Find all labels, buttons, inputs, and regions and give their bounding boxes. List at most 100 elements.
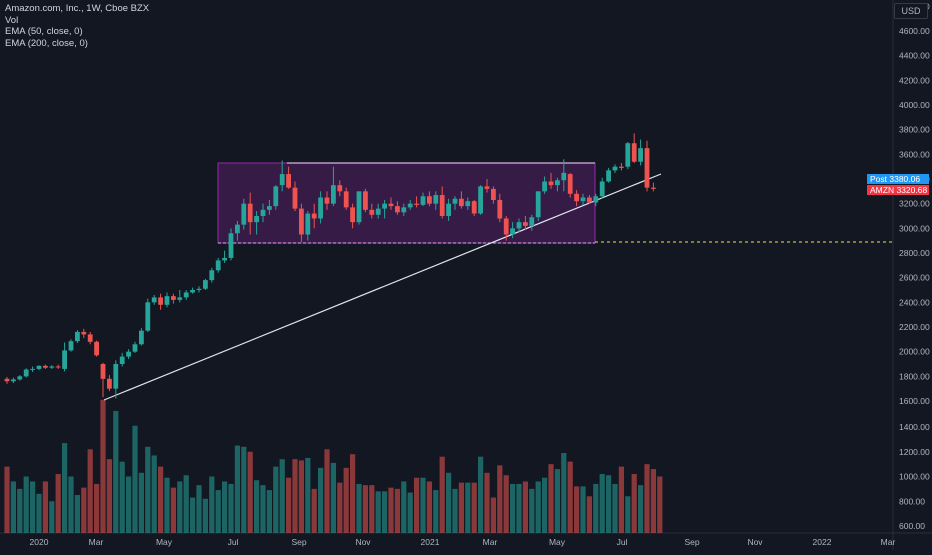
candle-body	[100, 364, 106, 379]
candle-body	[11, 379, 16, 382]
candle-body	[145, 302, 151, 331]
price-tick-label: 3800.00	[899, 125, 930, 135]
volume-bar	[644, 464, 650, 533]
candle-body	[311, 213, 317, 219]
volume-bar	[260, 485, 266, 533]
indicator-ema-200[interactable]: EMA (200, close, 0)	[5, 37, 88, 49]
volume-bar	[49, 501, 55, 533]
volume-bar	[375, 491, 381, 533]
candle-body	[23, 369, 29, 377]
candle-body	[68, 341, 74, 351]
volume-bar	[650, 469, 656, 533]
price-tick-label: 4200.00	[899, 75, 930, 85]
volume-bar	[190, 497, 196, 533]
time-tick-label: May	[156, 537, 173, 547]
candle-body	[43, 365, 48, 368]
volume-bar	[337, 482, 343, 533]
price-tick-label: 1600.00	[899, 396, 930, 406]
candle-body	[433, 195, 439, 204]
candle-body	[363, 191, 368, 210]
candle-body	[158, 297, 163, 305]
volume-bar	[657, 476, 663, 533]
candle-body	[126, 351, 131, 357]
time-tick-label: Nov	[355, 537, 371, 547]
candle-body	[343, 191, 349, 208]
candle-body	[30, 368, 35, 370]
volume-bar	[222, 481, 228, 533]
candle-body	[17, 376, 23, 380]
price-tick-label: 2400.00	[899, 297, 930, 307]
price-tick-label: 3200.00	[899, 199, 930, 209]
volume-bar	[94, 483, 100, 533]
candle-body	[580, 197, 586, 202]
candle-body	[446, 203, 451, 216]
trend-line[interactable]	[103, 173, 662, 401]
indicator-ema-50[interactable]: EMA (50, close, 0)	[5, 26, 83, 37]
time-tick-label: 2021	[421, 537, 440, 547]
candle-body	[619, 166, 624, 168]
candle-body	[94, 341, 99, 356]
indicator-volume[interactable]: Vol	[5, 14, 19, 26]
candle-body	[548, 181, 554, 186]
candle-body	[286, 174, 291, 188]
volume-bar	[599, 474, 605, 533]
volume-bar	[4, 466, 10, 533]
volume-bar	[138, 472, 144, 533]
volume-bar	[426, 481, 432, 533]
volume-bar	[81, 487, 87, 533]
volume-bar	[554, 469, 560, 533]
candle-body	[561, 172, 567, 181]
volume-bar	[286, 477, 292, 533]
candle-body	[567, 174, 573, 194]
candle-body	[401, 207, 407, 213]
volume-bar	[55, 474, 61, 533]
candle-body	[503, 218, 509, 235]
candle-body	[49, 366, 55, 368]
volume-bar	[420, 477, 426, 533]
candle-body	[254, 216, 259, 223]
volume-bar	[318, 467, 324, 533]
candle-body	[465, 201, 471, 207]
volume-bar	[503, 475, 509, 533]
symbol-title[interactable]: Amazon.com, Inc., 1W, Cboe BZX	[5, 3, 150, 14]
candle-body	[337, 185, 343, 192]
candle-body	[235, 224, 240, 234]
candle-body	[36, 365, 42, 369]
volume-bar	[394, 488, 400, 533]
candle-body	[388, 203, 394, 207]
candle-body	[484, 186, 490, 189]
volume-bar	[215, 490, 221, 533]
candle-body	[478, 186, 483, 214]
volume-bar	[618, 466, 624, 533]
volume-bar	[266, 490, 272, 533]
candle-body	[203, 280, 208, 289]
candle-body	[324, 197, 330, 204]
candle-body	[427, 196, 432, 204]
candle-body	[87, 334, 93, 342]
volume-bar	[62, 443, 68, 533]
volume-tick-label: 600.00	[899, 521, 925, 531]
volume-bar	[330, 462, 336, 533]
last-price-label: AMZN 3320.68	[867, 185, 929, 195]
candle-body	[228, 233, 234, 258]
candle-body	[4, 378, 10, 382]
volume-bar	[74, 495, 80, 533]
volume-bar	[452, 488, 458, 533]
candle-body	[215, 260, 221, 271]
volume-bar	[196, 485, 202, 533]
time-tick-label: 2022	[813, 537, 832, 547]
volume-bar	[478, 456, 484, 533]
currency-button[interactable]: USD	[894, 3, 928, 19]
volume-bar	[113, 410, 119, 533]
volume-bar	[612, 483, 618, 533]
candle-body	[529, 217, 535, 226]
volume-bar	[542, 477, 548, 533]
time-tick-label: Sep	[291, 537, 306, 547]
volume-bar	[458, 482, 464, 533]
volume-bar	[209, 476, 215, 533]
candle-body	[113, 364, 119, 389]
volume-bar	[279, 459, 285, 533]
candle-body	[555, 180, 560, 186]
